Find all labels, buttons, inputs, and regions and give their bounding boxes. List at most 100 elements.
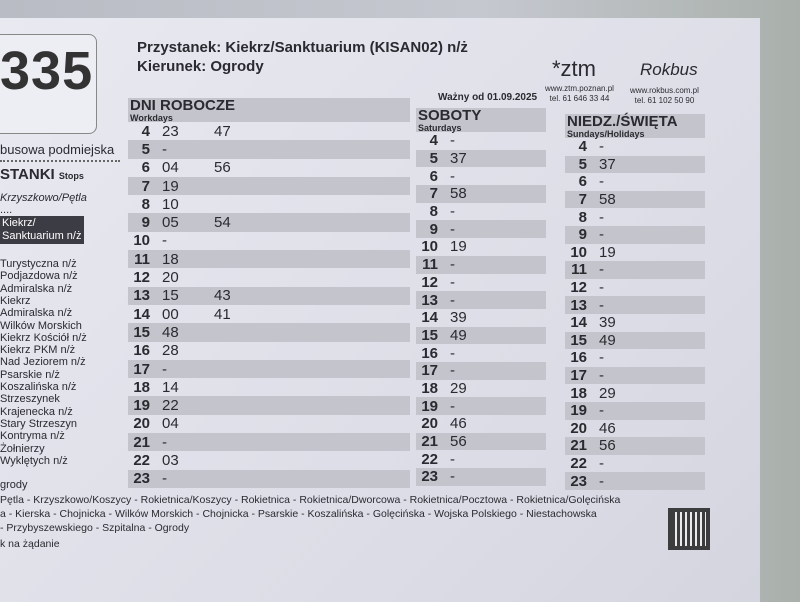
hour: 16 <box>133 342 150 360</box>
saturdays-title: SOBOTY <box>418 107 482 124</box>
hour: 16 <box>421 344 438 362</box>
hour-row: 13 15 43 <box>128 286 410 305</box>
minute: - <box>450 450 455 468</box>
hour: 19 <box>421 397 438 415</box>
hour: 14 <box>421 309 438 327</box>
minute: 46 <box>450 415 467 433</box>
hour: 12 <box>570 279 587 297</box>
minute: - <box>450 362 455 380</box>
hour: 21 <box>421 433 438 451</box>
hour: 10 <box>570 243 587 261</box>
hour-row: 7 58 <box>565 190 705 209</box>
minute: 47 <box>214 122 231 140</box>
minute: 18 <box>162 250 179 268</box>
hour-row: 11- <box>416 255 546 274</box>
hour: 20 <box>421 415 438 433</box>
hour-row: 19- <box>416 397 546 415</box>
qr-code[interactable] <box>668 508 710 550</box>
line-number: 335 <box>0 41 94 101</box>
hour: 10 <box>421 238 438 256</box>
minute: 23 <box>162 122 179 140</box>
minute: 56 <box>214 159 231 177</box>
sundays-header: NIEDZ./ŚWIĘTA Sundays/Holidays <box>565 114 705 139</box>
stop-name: Przystanek: Kiekrz/Sanktuarium (KISAN02)… <box>137 39 468 56</box>
minute: - <box>450 273 455 291</box>
hour-row: 17- <box>565 366 705 385</box>
stops-subtitle: Stops <box>58 171 84 181</box>
direction: Kierunek: Ogrody <box>137 58 264 75</box>
stops-ellipsis: .... <box>0 204 13 216</box>
hour: 8 <box>578 208 587 226</box>
minute: 29 <box>450 379 467 397</box>
hour: 16 <box>570 349 587 367</box>
hour-row: 9- <box>416 220 546 239</box>
minute: 22 <box>162 397 179 415</box>
hour-row: 4 23 47 <box>128 122 410 140</box>
minute: - <box>599 173 604 191</box>
first-stop: Krzyszkowo/Pętla <box>0 192 87 204</box>
sundays-column: NIEDZ./ŚWIĘTA Sundays/Holidays 4-5 37 6-7 58… <box>565 114 705 490</box>
minute: - <box>450 397 455 415</box>
stop-item: Wilków Morskich <box>0 319 82 332</box>
stop-item: Turystyczna n/ż <box>0 258 77 270</box>
hour: 4 <box>578 138 587 156</box>
hour-row: 22- <box>565 455 705 473</box>
hour: 15 <box>421 326 438 344</box>
ztm-url: www.ztm.poznan.pl <box>545 84 614 93</box>
minute: 37 <box>450 150 467 168</box>
stop-item: Kiekrz PKM n/ż <box>0 344 76 357</box>
minute: 39 <box>599 314 616 332</box>
hour-row: 15 49 <box>565 331 705 350</box>
hour: 18 <box>133 378 150 396</box>
hour: 9 <box>578 226 587 244</box>
stop-item: Wyklętych n/ż <box>0 454 68 467</box>
ztm-contact: www.ztm.poznan.pl tel. 61 646 33 44 <box>545 84 614 104</box>
minute: 41 <box>214 305 231 323</box>
minute: - <box>599 279 604 297</box>
stop-item: Kontryma n/ż <box>0 430 65 443</box>
minute: - <box>599 208 604 226</box>
minute: 54 <box>214 214 231 232</box>
minute: 10 <box>162 195 179 213</box>
hour: 7 <box>141 177 150 195</box>
hour: 21 <box>570 437 587 455</box>
minute: - <box>599 349 604 367</box>
hour: 23 <box>570 472 587 490</box>
hour-row: 12 20 <box>128 268 410 286</box>
hour-row: 12- <box>416 274 546 292</box>
line-number-box <box>0 34 97 134</box>
stops-title: STANKI <box>0 166 55 183</box>
minute: 15 <box>162 287 179 305</box>
rokbus-phone: tel. 61 102 50 90 <box>634 96 695 105</box>
minute: - <box>599 138 604 156</box>
rokbus-contact: www.rokbus.com.pl tel. 61 102 50 90 <box>630 86 699 106</box>
hour: 20 <box>133 415 150 433</box>
hour-row: 10- <box>128 232 410 250</box>
hour: 5 <box>578 155 587 173</box>
hour: 7 <box>429 185 438 203</box>
hour-row: 19- <box>565 401 705 420</box>
minute: 56 <box>450 433 467 451</box>
hour-row: 7 19 <box>128 176 410 196</box>
hour: 13 <box>421 291 438 309</box>
hour: 8 <box>141 195 150 213</box>
workdays-column: DNI ROBOCZE Workdays 4 23 47 5-6 04 56 7 19 8 10 9 0… <box>128 98 410 488</box>
rokbus-logo: Rokbus <box>640 60 698 79</box>
hour: 15 <box>133 323 150 341</box>
hour-row: 17- <box>128 359 410 379</box>
hour: 19 <box>570 402 587 420</box>
divider <box>0 160 120 162</box>
minute: 05 <box>162 214 179 232</box>
hour-row: 22 03 <box>128 451 410 469</box>
minute: - <box>599 261 604 279</box>
hour: 9 <box>141 214 150 232</box>
route-line-3: - Przybyszewskiego - Szpitalna - Ogrody <box>0 522 190 534</box>
hour-row: 9- <box>565 225 705 244</box>
minute: 46 <box>599 419 616 437</box>
ztm-logo: *ztm <box>552 56 596 81</box>
line-category: busowa podmiejska <box>0 142 115 157</box>
hour: 23 <box>421 468 438 486</box>
hour-row: 12- <box>565 279 705 297</box>
hour: 10 <box>133 232 150 250</box>
minute: 48 <box>162 323 179 341</box>
